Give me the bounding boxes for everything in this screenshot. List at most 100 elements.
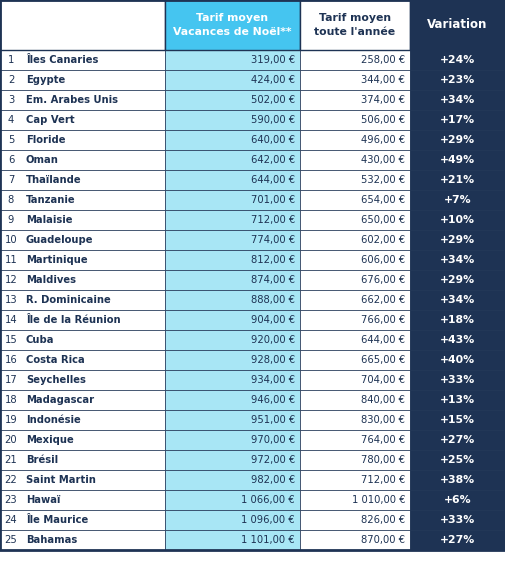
Text: 640,00 €: 640,00 € [251,135,295,145]
Text: 826,00 €: 826,00 € [361,515,405,525]
Bar [410,130,505,150]
Bar [410,290,505,310]
Bar [165,230,300,250]
Text: +33%: +33% [440,515,475,525]
Text: 1 096,00 €: 1 096,00 € [241,515,295,525]
Bar [165,450,300,470]
Text: 812,00 €: 812,00 € [251,255,295,265]
Bar [0,90,165,110]
Text: +23%: +23% [440,75,475,85]
Bar [410,470,505,490]
Bar [300,110,410,130]
Text: 712,00 €: 712,00 € [251,215,295,225]
Text: Oman: Oman [26,155,59,165]
Text: +40%: +40% [440,355,475,365]
Bar [165,410,300,430]
Text: +17%: +17% [440,115,475,125]
Text: 764,00 €: 764,00 € [361,435,405,445]
Text: Île de la Réunion: Île de la Réunion [26,315,121,325]
Bar [0,210,165,230]
Bar [165,530,300,550]
Bar [300,170,410,190]
Bar [300,130,410,150]
Bar [300,410,410,430]
Bar [165,70,300,90]
Bar [410,530,505,550]
Text: Tarif moyen
Vacances de Noël**: Tarif moyen Vacances de Noël** [173,14,292,37]
Text: 15: 15 [5,335,17,345]
Bar [300,50,410,70]
Text: Costa Rica: Costa Rica [26,355,85,365]
Text: 532,00 €: 532,00 € [361,175,405,185]
Bar [0,250,165,270]
Text: Mexique: Mexique [26,435,74,445]
Text: 1 066,00 €: 1 066,00 € [241,495,295,505]
Bar [410,410,505,430]
Text: +7%: +7% [444,195,471,205]
Text: +6%: +6% [444,495,471,505]
Text: Egypte: Egypte [26,75,65,85]
Text: +29%: +29% [440,235,475,245]
Bar [165,150,300,170]
Text: Indonésie: Indonésie [26,415,81,425]
Bar [410,190,505,210]
Bar [410,70,505,90]
Text: +21%: +21% [440,175,475,185]
Bar [165,510,300,530]
Text: 874,00 €: 874,00 € [251,275,295,285]
Bar [0,470,165,490]
Bar [165,470,300,490]
Bar [300,530,410,550]
Text: +33%: +33% [440,375,475,385]
Bar [0,290,165,310]
Text: R. Dominicaine: R. Dominicaine [26,295,111,305]
Bar [300,290,410,310]
Text: 951,00 €: 951,00 € [251,415,295,425]
Text: 780,00 €: 780,00 € [361,455,405,465]
Text: +15%: +15% [440,415,475,425]
Bar [410,250,505,270]
Bar [165,490,300,510]
Text: 701,00 €: 701,00 € [251,195,295,205]
Text: 934,00 €: 934,00 € [251,375,295,385]
Text: +49%: +49% [440,155,475,165]
Text: 2: 2 [8,75,14,85]
Text: +18%: +18% [440,315,475,325]
Bar [410,370,505,390]
Text: 602,00 €: 602,00 € [361,235,405,245]
Text: +38%: +38% [440,475,475,485]
Text: +27%: +27% [440,535,475,545]
Text: 4: 4 [8,115,14,125]
Text: 10: 10 [5,235,17,245]
Text: Bahamas: Bahamas [26,535,77,545]
Text: +10%: +10% [440,215,475,225]
Bar [165,170,300,190]
Text: 24: 24 [5,515,17,525]
Bar [300,350,410,370]
Bar [410,210,505,230]
Bar [410,0,505,50]
Bar [0,270,165,290]
Bar [165,250,300,270]
Bar [165,210,300,230]
Text: 7: 7 [8,175,14,185]
Bar [0,430,165,450]
Text: +34%: +34% [440,295,475,305]
Bar [0,130,165,150]
Bar [410,270,505,290]
Text: +27%: +27% [440,435,475,445]
Text: 22: 22 [5,475,17,485]
Text: 5: 5 [8,135,14,145]
Text: 946,00 €: 946,00 € [251,395,295,405]
Text: 920,00 €: 920,00 € [251,335,295,345]
Text: Tanzanie: Tanzanie [26,195,76,205]
Text: 654,00 €: 654,00 € [361,195,405,205]
Text: 888,00 €: 888,00 € [251,295,295,305]
Bar [165,350,300,370]
Text: +29%: +29% [440,135,475,145]
Text: 506,00 €: 506,00 € [361,115,405,125]
Bar [300,270,410,290]
Bar [0,390,165,410]
Text: Seychelles: Seychelles [26,375,86,385]
Bar [165,390,300,410]
